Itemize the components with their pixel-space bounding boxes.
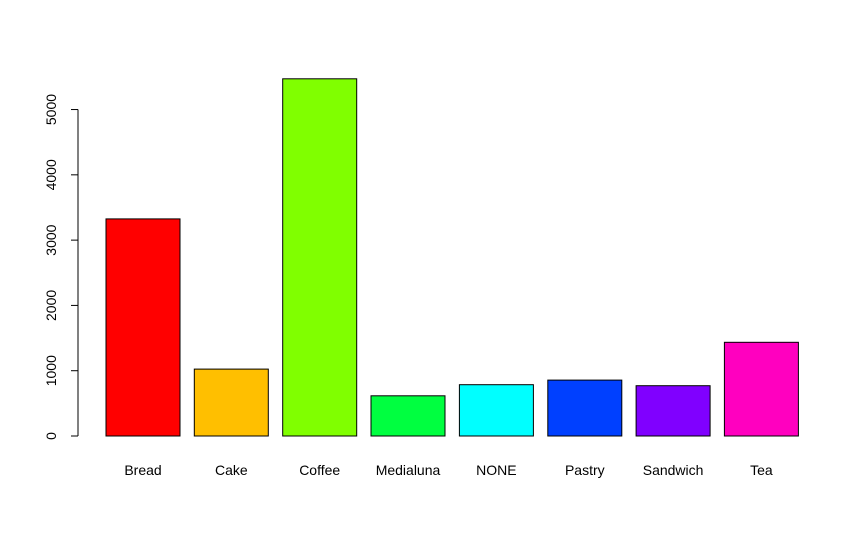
x-tick-label-coffee: Coffee bbox=[299, 462, 340, 478]
x-tick-label-medialuna: Medialuna bbox=[376, 462, 441, 478]
bar-sandwich bbox=[635, 385, 711, 437]
bar-bread bbox=[105, 218, 181, 437]
bar-cake bbox=[193, 368, 269, 437]
x-tick-label-cake: Cake bbox=[215, 462, 248, 478]
x-tick-label-none: NONE bbox=[476, 462, 516, 478]
x-tick-label-bread: Bread bbox=[124, 462, 161, 478]
x-tick-label-sandwich: Sandwich bbox=[643, 462, 704, 478]
y-tick-label-3000: 3000 bbox=[43, 224, 59, 255]
x-tick-label-tea: Tea bbox=[750, 462, 773, 478]
bar-medialuna bbox=[370, 395, 446, 437]
x-tick-label-pastry: Pastry bbox=[565, 462, 605, 478]
bar-none bbox=[458, 384, 534, 437]
y-tick-label-5000: 5000 bbox=[43, 94, 59, 125]
y-axis: 0 1000 2000 3000 4000 5000 bbox=[43, 94, 79, 440]
bar-coffee bbox=[282, 78, 358, 437]
y-tick-label-4000: 4000 bbox=[43, 159, 59, 190]
x-axis-labels: Bread Cake Coffee Medialuna NONE Pastry Sandwi… bbox=[124, 462, 773, 478]
bars-layer bbox=[105, 78, 799, 437]
bar-pastry bbox=[547, 379, 623, 437]
y-tick-label-1000: 1000 bbox=[43, 355, 59, 386]
y-tick-label-2000: 2000 bbox=[43, 290, 59, 321]
bar-tea bbox=[723, 341, 799, 437]
y-tick-label-0: 0 bbox=[43, 432, 59, 440]
